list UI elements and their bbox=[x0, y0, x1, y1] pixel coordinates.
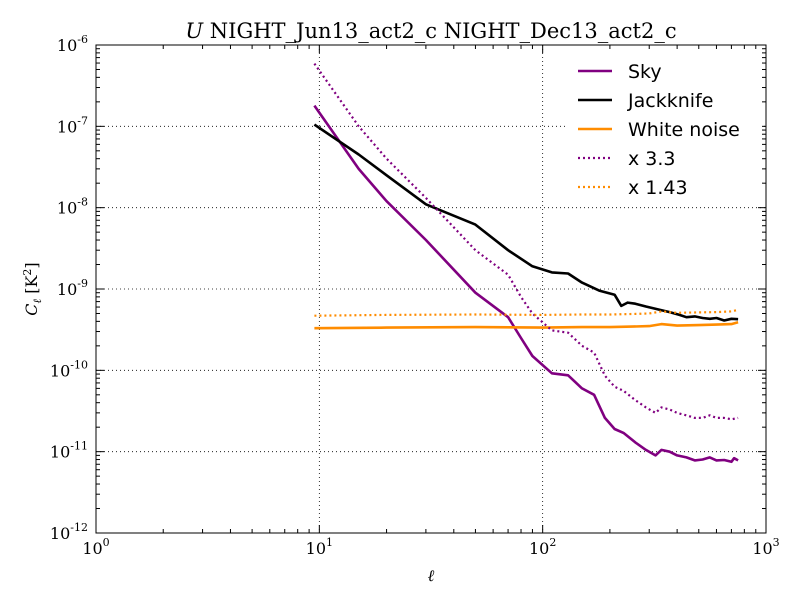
y-tick-label: 10-6 bbox=[57, 33, 88, 55]
legend: Sky Jackknife White noise x 3.3 x 1.43 bbox=[578, 61, 740, 199]
legend-label: White noise bbox=[628, 119, 740, 141]
tick-labels: 100 101 102 103 10-12 10-11 10-10 10-9 10-8 10-7 1… bbox=[50, 33, 780, 558]
series-line-jackknife bbox=[313, 123, 739, 322]
legend-label: x 3.3 bbox=[628, 148, 676, 170]
grid bbox=[96, 45, 766, 533]
y-axis-label: Cℓ [K2] bbox=[21, 262, 44, 315]
plot-area bbox=[313, 62, 739, 464]
y-tick-label: 10-10 bbox=[50, 358, 88, 380]
y-tick-label: 10-12 bbox=[50, 521, 88, 543]
x-tick-label: 103 bbox=[752, 536, 779, 558]
series-line-white-noise bbox=[314, 321, 739, 330]
y-tick-label: 10-11 bbox=[50, 440, 88, 462]
chart-title: U NIGHT_Jun13_act2_c NIGHT_Dec13_act2_c bbox=[185, 19, 676, 43]
series-line-sky bbox=[313, 104, 739, 464]
legend-label: Jackknife bbox=[627, 90, 713, 112]
series-line-x-1-43 bbox=[314, 308, 739, 317]
x-tick-label: 100 bbox=[82, 536, 109, 558]
y-tick-label: 10-9 bbox=[57, 277, 88, 299]
legend-label: x 1.43 bbox=[628, 177, 688, 199]
x-tick-label: 102 bbox=[529, 536, 556, 558]
x-tick-label: 101 bbox=[306, 536, 333, 558]
axis-ticks bbox=[95, 44, 767, 534]
y-tick-label: 10-7 bbox=[57, 114, 88, 136]
x-axis-label: ℓ bbox=[428, 566, 435, 585]
legend-label: Sky bbox=[628, 61, 662, 83]
y-tick-label: 10-8 bbox=[57, 196, 88, 218]
series-line-x-3-3 bbox=[313, 62, 739, 421]
